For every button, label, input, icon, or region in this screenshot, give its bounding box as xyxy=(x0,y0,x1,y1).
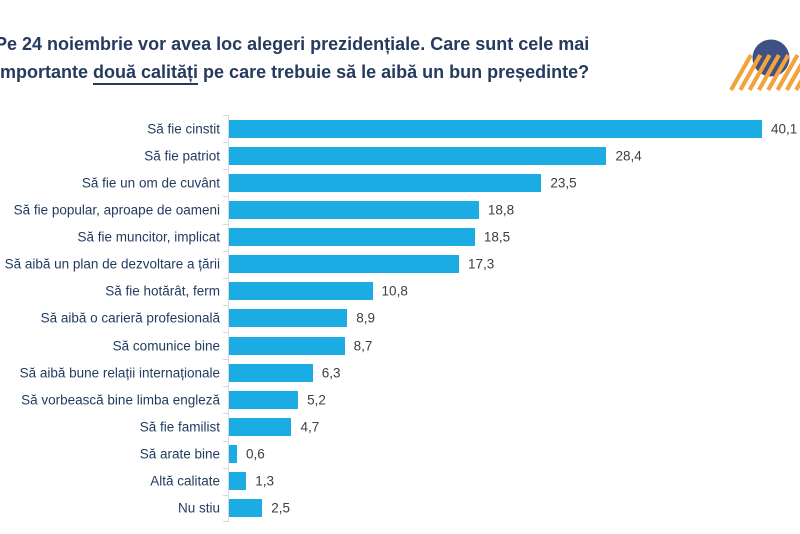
category-label: Să fie familist xyxy=(139,419,220,435)
category-label: Să aibă o carieră profesională xyxy=(40,310,220,326)
axis-tick xyxy=(223,468,228,469)
value-label: 2,5 xyxy=(271,500,290,516)
bar-row: Să fie hotărât, ferm 10,8 xyxy=(0,278,800,305)
striped-circle-logo-icon xyxy=(729,39,800,92)
title-line-2-pre: importante xyxy=(0,62,94,82)
value-label: 17,3 xyxy=(467,256,495,272)
axis-tick xyxy=(223,169,228,170)
bar xyxy=(229,336,345,355)
bar xyxy=(229,119,762,138)
axis-tick xyxy=(223,495,228,496)
title-line-1: Pe 24 noiembrie vor avea loc alegeri pre… xyxy=(0,34,590,54)
category-axis-line xyxy=(228,115,229,522)
axis-tick xyxy=(223,521,228,522)
axis-tick xyxy=(223,224,228,225)
bar xyxy=(229,309,348,328)
axis-tick xyxy=(223,196,228,197)
title-line-2: importante două calități pe care trebuie… xyxy=(0,58,735,86)
axis-tick xyxy=(223,332,228,333)
bar-row: Să aibă bune relații internaționale 6,3 xyxy=(0,359,800,386)
bar-row: Să fie cinstit 40,1 xyxy=(0,115,800,142)
title-underlined-phrase: două calități xyxy=(93,62,199,85)
axis-tick xyxy=(223,441,228,442)
axis-tick xyxy=(223,386,228,387)
category-label: Să comunice bine xyxy=(112,338,220,354)
bar-row: Să fie patriot 28,4 xyxy=(0,142,800,169)
axis-tick xyxy=(223,142,228,143)
category-label: Nu stiu xyxy=(177,500,220,516)
bar-row: Nu stiu 2,5 xyxy=(0,495,800,522)
category-label: Să fie muncitor, implicat xyxy=(77,229,220,245)
value-label: 18,8 xyxy=(487,202,515,218)
value-label: 1,3 xyxy=(255,473,275,489)
bar-row: Să aibă un plan de dezvoltare a țării 17,… xyxy=(0,251,800,278)
axis-tick xyxy=(223,413,228,414)
category-label: Să fie popular, aproape de oameni xyxy=(13,202,220,218)
bar xyxy=(229,445,237,464)
bar xyxy=(229,472,247,491)
value-label: 4,7 xyxy=(300,419,320,435)
bar-row: Să aibă o carieră profesională 8,9 xyxy=(0,305,800,332)
value-label: 10,8 xyxy=(381,283,408,299)
bar-row: Să fie familist 4,7 xyxy=(0,413,800,440)
category-label: Să fie patriot xyxy=(144,148,220,164)
bar xyxy=(229,282,373,301)
bar-row: Să fie un om de cuvânt 23,5 xyxy=(0,169,800,196)
category-label: Să fie hotărât, ferm xyxy=(105,283,220,299)
category-label: Altă calitate xyxy=(150,473,220,489)
value-label: 28,4 xyxy=(615,148,642,164)
bar xyxy=(229,363,313,382)
bar xyxy=(229,200,479,219)
axis-tick xyxy=(223,115,228,116)
value-label: 8,9 xyxy=(356,310,376,326)
bar xyxy=(229,173,542,192)
category-label: Să aibă bune relații internaționale xyxy=(19,365,220,381)
value-label: 40,1 xyxy=(771,121,798,137)
axis-tick xyxy=(223,359,228,360)
category-label: Să fie cinstit xyxy=(147,121,220,137)
bar xyxy=(229,499,263,518)
category-label: Să fie un om de cuvânt xyxy=(81,175,220,191)
bar xyxy=(229,255,459,274)
bar-chart: Să fie cinstit 40,1 Să fie patriot 28,4 Să f… xyxy=(0,115,800,522)
value-label: 0,6 xyxy=(245,446,265,462)
axis-tick xyxy=(223,278,228,279)
title-line-2-post: pe care trebuie să le aibă un bun președ… xyxy=(198,62,590,82)
bar-row: Să comunice bine 8,7 xyxy=(0,332,800,359)
axis-tick xyxy=(223,305,228,306)
page-title: Pe 24 noiembrie vor avea loc alegeri pre… xyxy=(0,30,735,86)
value-label: 18,5 xyxy=(483,229,511,245)
bar-row: Altă calitate 1,3 xyxy=(0,468,800,495)
value-label: 5,2 xyxy=(307,392,326,408)
bar-row: Să arate bine 0,6 xyxy=(0,441,800,468)
axis-tick xyxy=(223,251,228,252)
value-label: 23,5 xyxy=(550,175,577,191)
value-label: 6,3 xyxy=(321,365,341,381)
category-label: Să arate bine xyxy=(139,446,220,462)
bar xyxy=(229,418,292,437)
bar xyxy=(229,390,299,409)
category-label: Să aibă un plan de dezvoltare a țării xyxy=(4,256,220,272)
bar xyxy=(229,146,607,165)
bar-row: Să vorbească bine limba engleză 5,2 xyxy=(0,386,800,413)
bar-row: Să fie popular, aproape de oameni 18,8 xyxy=(0,196,800,223)
category-label: Să vorbească bine limba engleză xyxy=(21,392,220,408)
bar-row: Să fie muncitor, implicat 18,5 xyxy=(0,224,800,251)
value-label: 8,7 xyxy=(353,338,373,354)
bar xyxy=(229,228,475,247)
